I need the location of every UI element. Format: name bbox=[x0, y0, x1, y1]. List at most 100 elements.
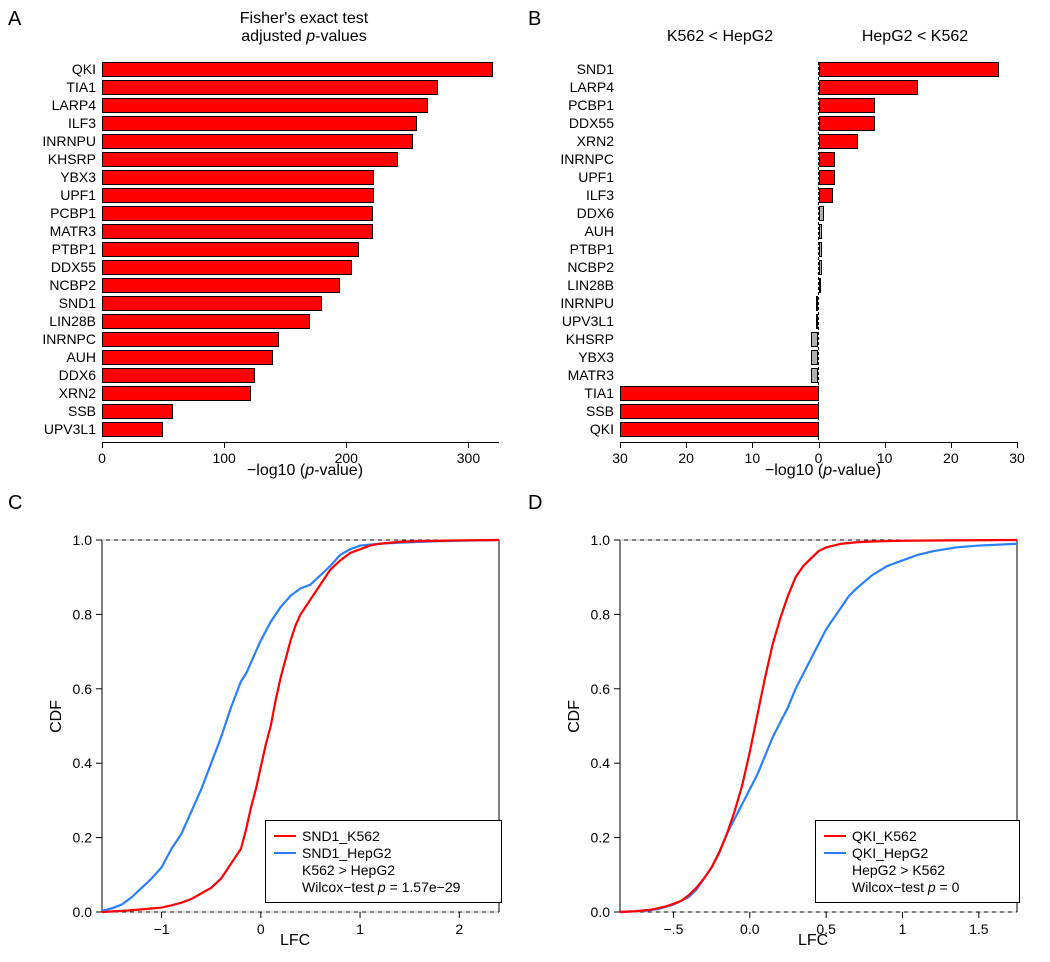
svg-text:0.0: 0.0 bbox=[73, 904, 93, 920]
bar-qki bbox=[620, 422, 819, 437]
panel-d-legend: QKI_K562 QKI_HepG2 HepG2 > K562 Wilcox−t… bbox=[815, 820, 1020, 903]
panel-c-ylabel: CDF bbox=[48, 700, 66, 733]
bar-label: SSB bbox=[544, 403, 614, 419]
bar-label: YBX3 bbox=[544, 349, 614, 365]
panel-c-xlabel: LFC bbox=[280, 932, 310, 950]
svg-text:1.0: 1.0 bbox=[73, 532, 93, 548]
bar-inrnpc bbox=[102, 332, 279, 347]
bar-label: UPF1 bbox=[544, 169, 614, 185]
panel-a-xlabel: −log10 (p-value) bbox=[220, 462, 390, 480]
bar-ilf3 bbox=[819, 188, 834, 203]
panel-c-label: C bbox=[8, 492, 22, 515]
bar-ptbp1 bbox=[102, 242, 359, 257]
bar-label: KHSRP bbox=[544, 331, 614, 347]
bar-auh bbox=[819, 224, 823, 239]
bar-label: DDX6 bbox=[544, 205, 614, 221]
bar-label: DDX55 bbox=[544, 115, 614, 131]
bar-label: DDX6 bbox=[26, 367, 96, 383]
svg-text:2: 2 bbox=[455, 921, 463, 937]
bar-khsrp bbox=[102, 152, 398, 167]
bar-ssb bbox=[620, 404, 819, 419]
bar-label: INRNPU bbox=[544, 295, 614, 311]
bar-label: QKI bbox=[26, 61, 96, 77]
bar-label: KHSRP bbox=[26, 151, 96, 167]
bar-label: INRNPC bbox=[544, 151, 614, 167]
panel-d-xlabel: LFC bbox=[798, 932, 828, 950]
svg-text:−.5: −.5 bbox=[664, 921, 684, 937]
bar-label: YBX3 bbox=[26, 169, 96, 185]
svg-text:−1: −1 bbox=[154, 921, 170, 937]
bar-inrnpc bbox=[819, 152, 836, 167]
panel-a-label: A bbox=[8, 8, 21, 31]
bar-label: QKI bbox=[544, 421, 614, 437]
svg-text:1.5: 1.5 bbox=[969, 921, 989, 937]
svg-text:0.0: 0.0 bbox=[591, 904, 611, 920]
bar-label: PCBP1 bbox=[26, 205, 96, 221]
bar-inrnpu bbox=[102, 134, 413, 149]
bar-label: ILF3 bbox=[544, 187, 614, 203]
svg-text:0.2: 0.2 bbox=[73, 830, 93, 846]
bar-xrn2 bbox=[819, 134, 859, 149]
panel-a-title: Fisher's exact test adjusted p-values bbox=[174, 10, 434, 46]
panel-b-xlabel: −log10 (p-value) bbox=[738, 462, 908, 480]
legend-swatch-blue bbox=[824, 852, 846, 854]
bar-label: NCBP2 bbox=[26, 277, 96, 293]
bar-label: LIN28B bbox=[26, 313, 96, 329]
svg-text:0.8: 0.8 bbox=[591, 606, 611, 622]
bar-label: LARP4 bbox=[26, 97, 96, 113]
panel-c-legend: SND1_K562 SND1_HepG2 K562 > HepG2 Wilcox… bbox=[265, 820, 502, 903]
bar-label: XRN2 bbox=[544, 133, 614, 149]
bar-label: INRNPU bbox=[26, 133, 96, 149]
bar-label: AUH bbox=[544, 223, 614, 239]
bar-tia1 bbox=[620, 386, 819, 401]
bar-label: MATR3 bbox=[26, 223, 96, 239]
bar-label: TIA1 bbox=[26, 79, 96, 95]
bar-label: MATR3 bbox=[544, 367, 614, 383]
bar-upf1 bbox=[819, 170, 836, 185]
bar-ybx3 bbox=[102, 170, 374, 185]
bar-ddx6 bbox=[102, 368, 255, 383]
bar-ptbp1 bbox=[819, 242, 823, 257]
bar-label: LIN28B bbox=[544, 277, 614, 293]
svg-text:1: 1 bbox=[899, 921, 907, 937]
bar-label: UPV3L1 bbox=[544, 313, 614, 329]
bar-label: DDX55 bbox=[26, 259, 96, 275]
bar-auh bbox=[102, 350, 273, 365]
bar-upf1 bbox=[102, 188, 374, 203]
bar-label: UPV3L1 bbox=[26, 421, 96, 437]
svg-text:0.4: 0.4 bbox=[591, 755, 611, 771]
bar-xrn2 bbox=[102, 386, 251, 401]
bar-label: ILF3 bbox=[26, 115, 96, 131]
panel-d-ylabel: CDF bbox=[566, 700, 584, 733]
bar-larp4 bbox=[819, 80, 918, 95]
bar-label: XRN2 bbox=[26, 385, 96, 401]
bar-qki bbox=[102, 62, 493, 77]
bar-tia1 bbox=[102, 80, 438, 95]
bar-label: INRNPC bbox=[26, 331, 96, 347]
bar-label: PTBP1 bbox=[26, 241, 96, 257]
bar-label: PCBP1 bbox=[544, 97, 614, 113]
bar-label: LARP4 bbox=[544, 79, 614, 95]
svg-text:0.4: 0.4 bbox=[73, 755, 93, 771]
svg-text:0: 0 bbox=[257, 921, 265, 937]
svg-text:1: 1 bbox=[356, 921, 364, 937]
bar-snd1 bbox=[819, 62, 1000, 77]
legend-swatch-red bbox=[274, 835, 296, 837]
bar-label: PTBP1 bbox=[544, 241, 614, 257]
bar-larp4 bbox=[102, 98, 428, 113]
bar-lin28b bbox=[102, 314, 310, 329]
panel-b-right-title: HepG2 < K562 bbox=[820, 28, 1010, 46]
panel-b-label: B bbox=[528, 8, 541, 31]
svg-text:0.2: 0.2 bbox=[591, 830, 611, 846]
bar-pcbp1 bbox=[102, 206, 373, 221]
bar-label: UPF1 bbox=[26, 187, 96, 203]
bar-ddx6 bbox=[819, 206, 825, 221]
bar-label: AUH bbox=[26, 349, 96, 365]
bar-ssb bbox=[102, 404, 173, 419]
bar-pcbp1 bbox=[819, 98, 875, 113]
bar-label: TIA1 bbox=[544, 385, 614, 401]
bar-label: SSB bbox=[26, 403, 96, 419]
bar-ddx55 bbox=[102, 260, 352, 275]
bar-ncbp2 bbox=[102, 278, 340, 293]
bar-ilf3 bbox=[102, 116, 417, 131]
